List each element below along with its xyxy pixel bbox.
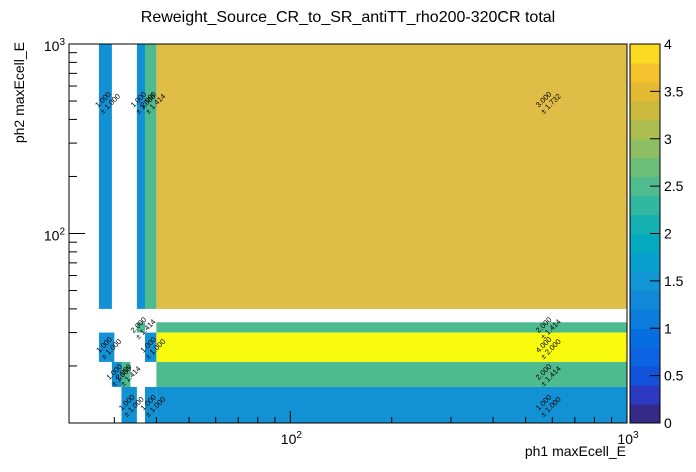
y-tick-label: 102 (44, 227, 66, 244)
colorbar-swatch (630, 309, 660, 329)
y-tick-label: 103 (44, 37, 66, 54)
heatmap-cells (98, 44, 627, 423)
colorbar-swatch (630, 62, 660, 83)
heatmap-cell (98, 332, 115, 362)
colorbar-tick-label: 2 (664, 226, 672, 242)
chart-title: Reweight_Source_CR_to_SR_antiTT_rho200-3… (141, 9, 555, 26)
colorbar-swatch (630, 176, 660, 197)
heatmap-cell (156, 361, 627, 387)
heatmap-cell (136, 44, 146, 309)
axes: 102 103 102 103 (44, 37, 639, 447)
x-tick-label: 103 (617, 430, 639, 447)
heatmap-cell (98, 44, 112, 309)
colorbar-tick-label: 2.5 (664, 178, 684, 194)
colorbar-tick-label: 0.5 (664, 368, 684, 384)
colorbar-swatch (630, 252, 660, 272)
heatmap-cell (156, 44, 627, 309)
colorbar-tick-label: 1 (664, 320, 672, 336)
heatmap-cell (121, 361, 131, 387)
heatmap-cell (145, 332, 157, 362)
colorbar-swatch (630, 100, 660, 121)
colorbar-swatch (630, 290, 660, 310)
colorbar-swatch (630, 195, 660, 216)
colorbar-tick-label: 3.5 (664, 83, 684, 99)
colorbar-tick-label: 1.5 (664, 273, 684, 289)
y-axis-label: ph2 maxEcell_E (11, 42, 27, 143)
colorbar-swatch (630, 44, 660, 64)
colorbar-swatch (630, 328, 660, 348)
colorbar-swatch (630, 214, 660, 234)
cell-label: 1.000± 1.000 (94, 335, 123, 361)
colorbar-tick-label: 4 (664, 36, 672, 52)
cell-label: 1.000± 1.000 (93, 90, 122, 116)
colorbar-swatch (630, 119, 660, 140)
colorbar-swatch (630, 271, 660, 291)
colorbar-swatch (630, 233, 660, 253)
colorbar-swatch (630, 347, 660, 367)
heatmap-cell (121, 386, 137, 423)
heatmap-cell (145, 386, 157, 423)
colorbar: 0 0.5 1 1.5 2 2.5 3 3.5 4 (629, 36, 684, 431)
heatmap-cell (145, 44, 157, 309)
x-axis-label: ph1 maxEcell_E (525, 443, 626, 459)
colorbar-swatch (630, 385, 660, 405)
heatmap-cell (156, 386, 627, 423)
colorbar-tick-label: 0 (664, 415, 672, 431)
colorbar-swatch (630, 138, 660, 159)
heatmap-cell (111, 361, 122, 387)
colorbar-tick-label: 3 (664, 131, 672, 147)
colorbar-swatch (630, 366, 660, 386)
x-tick-label: 102 (281, 430, 303, 447)
colorbar-swatch (630, 157, 660, 178)
heatmap-cell (136, 322, 146, 333)
colorbar-swatch (630, 81, 660, 102)
heatmap-cell (156, 322, 627, 333)
colorbar-swatch (630, 404, 660, 424)
heatmap-cell (156, 332, 627, 362)
